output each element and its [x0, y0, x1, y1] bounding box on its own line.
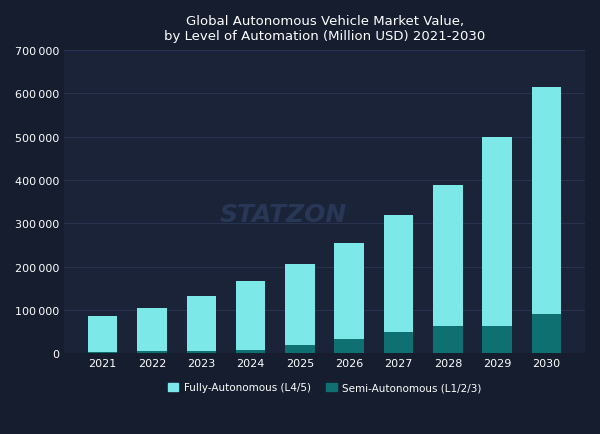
Bar [433, 186, 463, 326]
Bar [482, 138, 512, 327]
Bar [137, 308, 167, 351]
Bar [236, 282, 265, 350]
Bar [187, 351, 216, 353]
Text: STATZON: STATZON [220, 202, 347, 226]
Bar [137, 351, 167, 353]
Bar [532, 88, 562, 315]
Bar [433, 326, 463, 353]
Bar [236, 350, 265, 353]
Bar [532, 315, 562, 353]
Bar [384, 333, 413, 353]
Legend: Fully-Autonomous (L4/5), Semi-Autonomous (L1/2/3): Fully-Autonomous (L4/5), Semi-Autonomous… [164, 378, 485, 397]
Bar [482, 327, 512, 353]
Bar [285, 345, 315, 353]
Title: Global Autonomous Vehicle Market Value,
by Level of Automation (Million USD) 202: Global Autonomous Vehicle Market Value, … [164, 15, 485, 43]
Bar [187, 296, 216, 351]
Bar [285, 265, 315, 345]
Bar [384, 215, 413, 333]
Bar [334, 339, 364, 353]
Bar [88, 352, 118, 353]
Bar [334, 243, 364, 339]
Bar [88, 317, 118, 352]
